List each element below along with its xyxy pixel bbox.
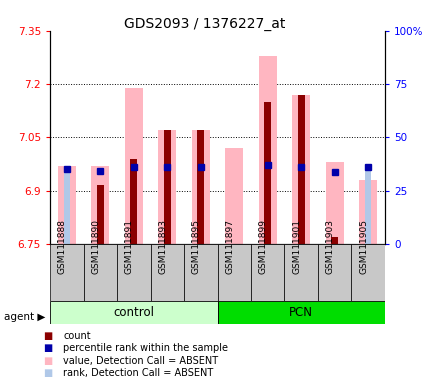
Bar [91, 166, 109, 244]
Bar [217, 301, 384, 324]
Text: GSM111905: GSM111905 [358, 219, 367, 274]
Bar [184, 244, 217, 301]
Bar [164, 167, 170, 244]
Bar [50, 301, 217, 324]
Bar [83, 244, 117, 301]
Text: GSM111895: GSM111895 [191, 219, 201, 274]
Bar [291, 95, 310, 244]
Bar [298, 168, 303, 244]
Bar [351, 244, 384, 301]
Bar [258, 56, 276, 244]
Text: GSM111897: GSM111897 [225, 219, 234, 274]
Bar [117, 244, 150, 301]
Text: value, Detection Call = ABSENT: value, Detection Call = ABSENT [63, 356, 218, 366]
Bar [317, 244, 351, 301]
Bar [325, 162, 343, 244]
Bar [158, 130, 176, 244]
Bar [297, 95, 304, 244]
Bar [64, 167, 69, 244]
Bar [330, 237, 338, 244]
Bar [250, 244, 284, 301]
Text: ■: ■ [43, 343, 53, 353]
Bar [191, 130, 210, 244]
Bar [217, 244, 250, 301]
Text: GSM111903: GSM111903 [325, 219, 334, 274]
Bar [124, 88, 143, 244]
Text: ■: ■ [43, 356, 53, 366]
Text: rank, Detection Call = ABSENT: rank, Detection Call = ABSENT [63, 368, 213, 378]
Text: GSM111893: GSM111893 [158, 219, 167, 274]
Bar [284, 244, 317, 301]
Bar [163, 130, 171, 244]
Text: GSM111891: GSM111891 [125, 219, 134, 274]
Text: GDS2093 / 1376227_at: GDS2093 / 1376227_at [124, 17, 284, 31]
Text: GSM111890: GSM111890 [91, 219, 100, 274]
Text: GSM111888: GSM111888 [58, 219, 67, 274]
Bar [197, 130, 204, 244]
Bar [358, 180, 377, 244]
Bar [150, 244, 184, 301]
Bar [365, 167, 370, 244]
Bar [130, 159, 137, 244]
Text: percentile rank within the sample: percentile rank within the sample [63, 343, 227, 353]
Bar [96, 185, 104, 244]
Text: control: control [113, 306, 154, 319]
Text: ■: ■ [43, 331, 53, 341]
Text: ■: ■ [43, 368, 53, 378]
Text: PCN: PCN [289, 306, 312, 319]
Text: GSM111901: GSM111901 [292, 219, 300, 274]
Bar [224, 148, 243, 244]
Bar [264, 165, 270, 244]
Bar [263, 102, 271, 244]
Text: agent ▶: agent ▶ [4, 312, 46, 322]
Bar [197, 167, 203, 244]
Bar [57, 166, 76, 244]
Text: count: count [63, 331, 91, 341]
Text: GSM111899: GSM111899 [258, 219, 267, 274]
Bar [131, 166, 136, 244]
Bar [50, 244, 83, 301]
